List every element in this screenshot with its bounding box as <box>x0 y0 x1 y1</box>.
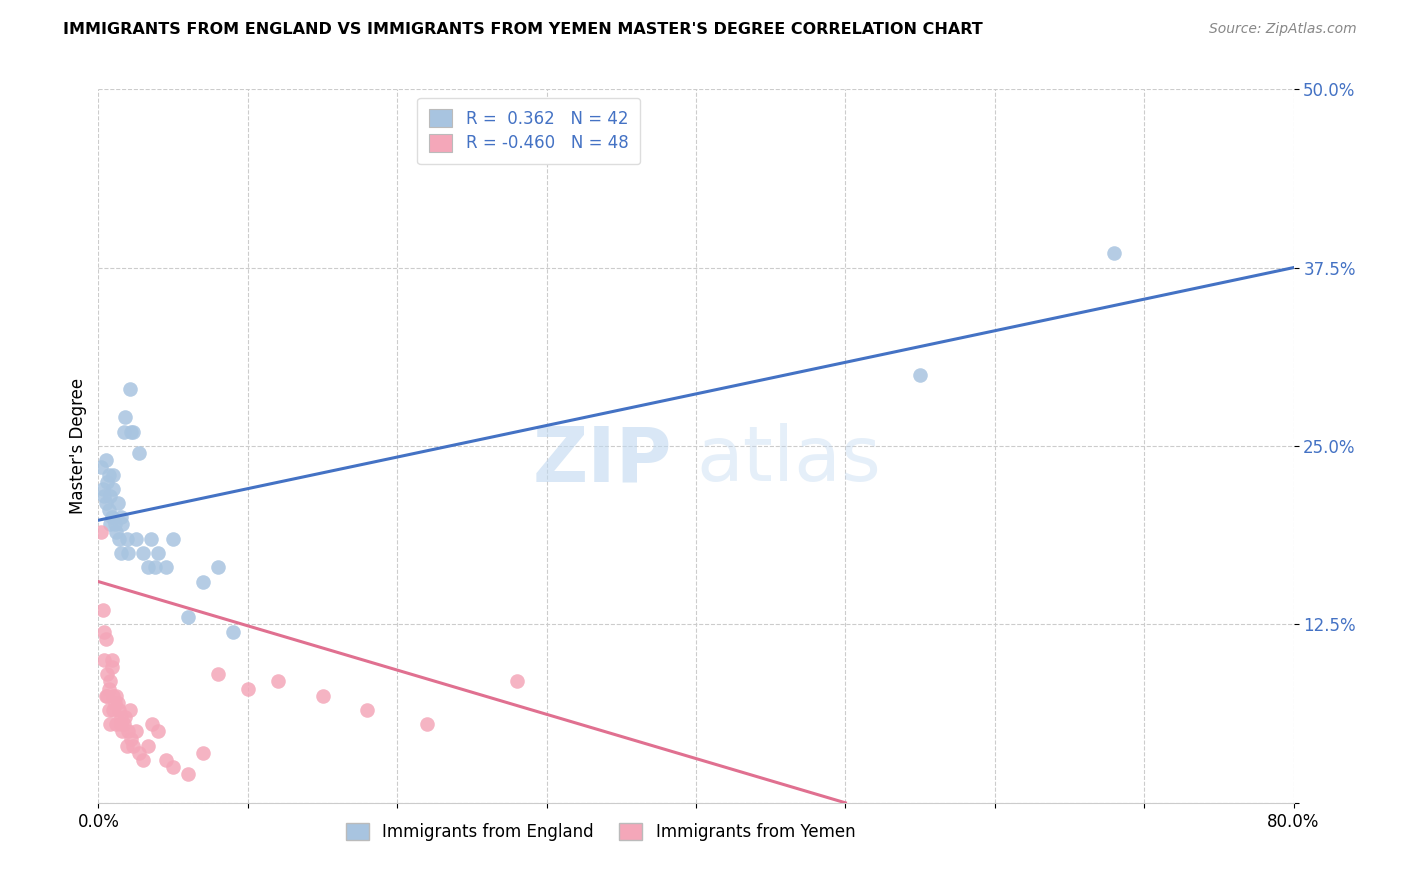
Point <box>101 510 124 524</box>
Point <box>236 681 259 696</box>
Text: atlas: atlas <box>696 424 880 497</box>
Point <box>94 689 117 703</box>
Point <box>148 546 170 560</box>
Point <box>207 667 229 681</box>
Point <box>112 425 135 439</box>
Point <box>98 717 122 731</box>
Point <box>101 653 124 667</box>
Point <box>117 724 139 739</box>
Text: ZIP: ZIP <box>533 424 672 497</box>
Point <box>121 739 143 753</box>
Point <box>108 703 131 717</box>
Point <box>107 496 129 510</box>
Y-axis label: Master's Degree: Master's Degree <box>69 378 87 514</box>
Point <box>121 425 143 439</box>
Point <box>96 667 118 681</box>
Point <box>177 610 200 624</box>
Point <box>97 467 120 482</box>
Point <box>111 517 134 532</box>
Point <box>108 532 131 546</box>
Point <box>1104 246 1126 260</box>
Point <box>112 717 135 731</box>
Point <box>416 717 439 731</box>
Point <box>110 546 132 560</box>
Point <box>908 368 931 382</box>
Point <box>506 674 529 689</box>
Point <box>155 753 177 767</box>
Point <box>115 532 138 546</box>
Point <box>311 689 333 703</box>
Point <box>120 731 142 746</box>
Point <box>97 503 120 517</box>
Legend: Immigrants from England, Immigrants from Yemen: Immigrants from England, Immigrants from… <box>339 816 862 848</box>
Point <box>114 710 136 724</box>
Point <box>132 546 155 560</box>
Point <box>136 739 159 753</box>
Point <box>222 624 245 639</box>
Point <box>104 517 127 532</box>
Point <box>98 517 122 532</box>
Point <box>125 532 148 546</box>
Point <box>90 524 112 539</box>
Point <box>103 703 125 717</box>
Point <box>96 475 118 489</box>
Point <box>93 653 115 667</box>
Point <box>98 674 122 689</box>
Point <box>110 710 132 724</box>
Point <box>115 739 138 753</box>
Point <box>105 717 128 731</box>
Point <box>143 560 166 574</box>
Point <box>155 560 177 574</box>
Point <box>105 524 128 539</box>
Point <box>94 496 117 510</box>
Point <box>91 603 114 617</box>
Point <box>148 724 170 739</box>
Point <box>191 574 214 589</box>
Point <box>177 767 200 781</box>
Point <box>94 632 117 646</box>
Point <box>207 560 229 574</box>
Point <box>128 746 150 760</box>
Point <box>114 410 136 425</box>
Point <box>136 560 159 574</box>
Point <box>96 689 118 703</box>
Point <box>267 674 290 689</box>
Point <box>110 510 132 524</box>
Point <box>107 696 129 710</box>
Point <box>97 703 120 717</box>
Point <box>93 489 115 503</box>
Point <box>162 532 184 546</box>
Point <box>97 681 120 696</box>
Point <box>110 717 132 731</box>
Text: Source: ZipAtlas.com: Source: ZipAtlas.com <box>1209 22 1357 37</box>
Point <box>103 482 125 496</box>
Point <box>101 660 124 674</box>
Point <box>118 703 141 717</box>
Point <box>91 482 114 496</box>
Point <box>104 696 127 710</box>
Point <box>103 689 125 703</box>
Point <box>191 746 214 760</box>
Point <box>139 532 162 546</box>
Point <box>141 717 163 731</box>
Point <box>128 446 150 460</box>
Point <box>105 689 128 703</box>
Point <box>94 453 117 467</box>
Point <box>111 724 134 739</box>
Point <box>93 624 115 639</box>
Point <box>162 760 184 774</box>
Point <box>132 753 155 767</box>
Point <box>356 703 378 717</box>
Point <box>90 460 112 475</box>
Point <box>120 425 142 439</box>
Point <box>98 489 122 503</box>
Point <box>103 467 125 482</box>
Point <box>118 382 141 396</box>
Point <box>117 546 139 560</box>
Point <box>125 724 148 739</box>
Text: IMMIGRANTS FROM ENGLAND VS IMMIGRANTS FROM YEMEN MASTER'S DEGREE CORRELATION CHA: IMMIGRANTS FROM ENGLAND VS IMMIGRANTS FR… <box>63 22 983 37</box>
